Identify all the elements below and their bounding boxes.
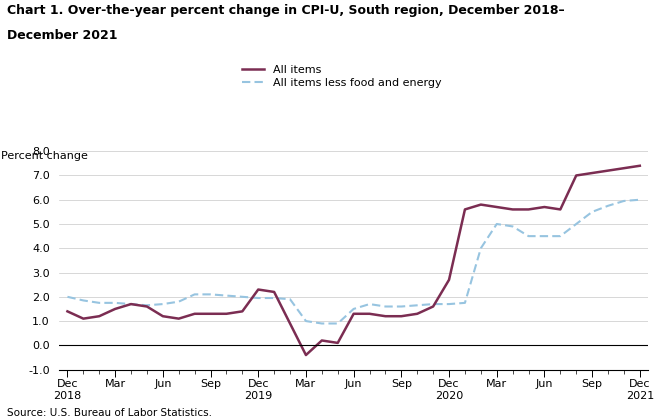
All items less food and energy	[95, 300, 103, 305]
All items less food and energy	[350, 307, 358, 312]
All items less food and energy	[159, 302, 167, 307]
All items less food and energy	[557, 234, 564, 239]
All items less food and energy	[525, 234, 533, 239]
All items less food and energy	[286, 297, 294, 302]
All items	[270, 289, 278, 294]
All items	[318, 338, 326, 343]
Line: All items: All items	[67, 166, 640, 355]
All items less food and energy	[620, 198, 628, 203]
All items less food and energy	[366, 302, 373, 307]
Text: December 2021: December 2021	[7, 29, 117, 42]
All items less food and energy	[381, 304, 389, 309]
All items	[143, 304, 151, 309]
All items	[190, 311, 198, 316]
All items	[525, 207, 533, 212]
All items	[636, 163, 644, 168]
All items less food and energy	[239, 294, 247, 299]
All items	[604, 168, 612, 173]
All items	[541, 205, 549, 210]
All items	[334, 340, 342, 345]
All items	[302, 352, 310, 357]
All items less food and energy	[509, 224, 517, 229]
Text: Source: U.S. Bureau of Labor Statistics.: Source: U.S. Bureau of Labor Statistics.	[7, 408, 212, 418]
All items	[397, 314, 405, 319]
All items	[223, 311, 231, 316]
All items	[557, 207, 564, 212]
Line: All items less food and energy: All items less food and energy	[67, 200, 640, 323]
All items	[381, 314, 389, 319]
All items less food and energy	[270, 296, 278, 301]
All items less food and energy	[413, 303, 421, 308]
All items less food and energy	[302, 318, 310, 323]
All items less food and energy	[636, 197, 644, 202]
All items less food and energy	[445, 302, 453, 307]
All items less food and energy	[207, 292, 215, 297]
All items less food and energy	[429, 302, 437, 307]
All items less food and energy	[190, 292, 198, 297]
All items	[175, 316, 182, 321]
All items	[572, 173, 580, 178]
All items	[509, 207, 517, 212]
All items	[350, 311, 358, 316]
All items less food and energy	[397, 304, 405, 309]
All items	[286, 321, 294, 326]
All items less food and energy	[541, 234, 549, 239]
All items	[445, 277, 453, 282]
All items	[239, 309, 247, 314]
All items	[588, 171, 596, 176]
All items less food and energy	[492, 221, 500, 226]
All items	[159, 314, 167, 319]
All items less food and energy	[111, 300, 119, 305]
Text: Chart 1. Over-the-year percent change in CPI-U, South region, December 2018–: Chart 1. Over-the-year percent change in…	[7, 4, 564, 17]
Text: Percent change: Percent change	[1, 151, 87, 161]
All items less food and energy	[588, 209, 596, 214]
All items less food and energy	[79, 298, 87, 303]
All items less food and energy	[604, 203, 612, 208]
All items less food and energy	[477, 246, 485, 251]
All items less food and energy	[63, 294, 71, 299]
All items less food and energy	[223, 293, 231, 298]
All items	[366, 311, 373, 316]
All items	[620, 165, 628, 171]
All items less food and energy	[334, 321, 342, 326]
All items	[95, 314, 103, 319]
All items	[413, 311, 421, 316]
All items	[254, 287, 262, 292]
All items less food and energy	[254, 296, 262, 301]
All items	[111, 307, 119, 312]
All items	[461, 207, 469, 212]
All items less food and energy	[175, 299, 182, 304]
All items less food and energy	[127, 302, 135, 307]
All items	[429, 304, 437, 309]
All items	[79, 316, 87, 321]
All items	[492, 205, 500, 210]
All items less food and energy	[461, 300, 469, 305]
All items	[63, 309, 71, 314]
All items less food and energy	[143, 303, 151, 308]
Legend: All items, All items less food and energy: All items, All items less food and energ…	[241, 65, 442, 88]
All items	[477, 202, 485, 207]
All items	[207, 311, 215, 316]
All items less food and energy	[572, 221, 580, 226]
All items less food and energy	[318, 321, 326, 326]
All items	[127, 302, 135, 307]
